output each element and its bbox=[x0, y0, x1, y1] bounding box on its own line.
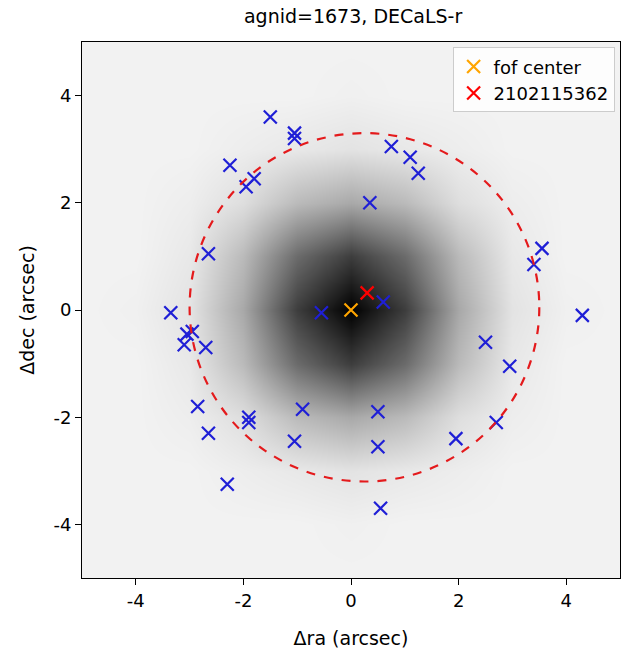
svg-text:4: 4 bbox=[60, 85, 71, 106]
svg-text:-2: -2 bbox=[234, 590, 252, 611]
svg-text:2102115362: 2102115362 bbox=[494, 83, 609, 104]
svg-text:Δra (arcsec): Δra (arcsec) bbox=[294, 627, 409, 649]
svg-text:-2: -2 bbox=[53, 407, 71, 428]
svg-text:0: 0 bbox=[345, 590, 356, 611]
svg-text:2: 2 bbox=[453, 590, 464, 611]
svg-text:-4: -4 bbox=[127, 590, 145, 611]
svg-text:2: 2 bbox=[60, 192, 71, 213]
svg-text:0: 0 bbox=[60, 299, 71, 320]
svg-text:Δdec (arcsec): Δdec (arcsec) bbox=[16, 245, 38, 375]
svg-text:fof center: fof center bbox=[494, 57, 582, 78]
svg-text:4: 4 bbox=[560, 590, 571, 611]
svg-text:agnid=1673, DECaLS-r: agnid=1673, DECaLS-r bbox=[244, 5, 462, 27]
svg-text:-4: -4 bbox=[53, 514, 71, 535]
